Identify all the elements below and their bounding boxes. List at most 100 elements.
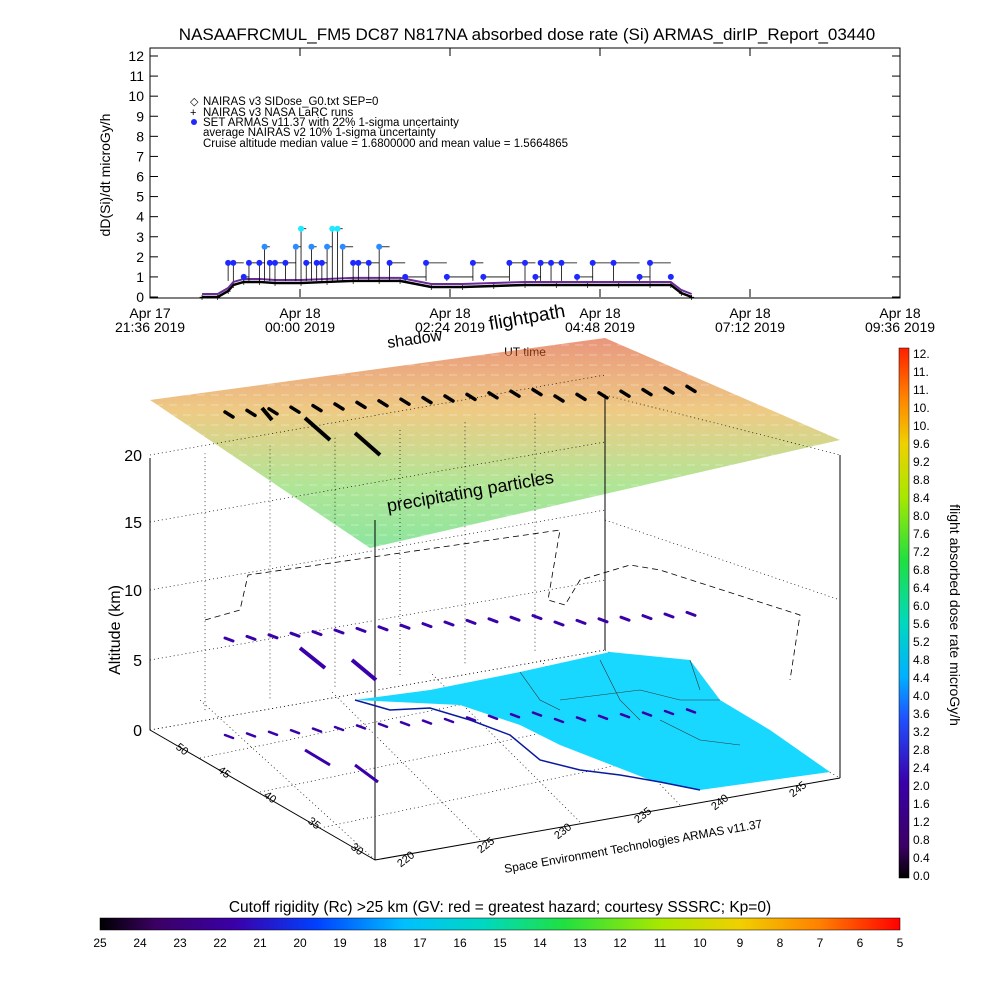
grid-line xyxy=(604,519,841,601)
cutoff-tick-label: 10 xyxy=(693,936,707,950)
cutoff-tick-label: 11 xyxy=(654,936,667,950)
nairas-point: + xyxy=(230,281,236,292)
armas-point xyxy=(313,259,320,266)
flightpath-dash xyxy=(575,716,587,722)
cutoff-tick-label: 14 xyxy=(533,936,547,950)
cutoff-tick-label: 23 xyxy=(173,936,187,950)
cutoff-tick-label: 22 xyxy=(213,936,227,950)
flightpath-dash xyxy=(685,610,697,617)
flightpath-dash xyxy=(289,405,301,414)
armas-point xyxy=(324,243,331,250)
nairas-point: + xyxy=(668,281,674,292)
flightpath-dash xyxy=(353,431,382,457)
flightpath-dash xyxy=(509,389,521,398)
flightpath-dash xyxy=(421,622,433,629)
ytick-label: 11 xyxy=(129,68,144,84)
flightpath-dash xyxy=(619,712,631,719)
grid-line xyxy=(149,579,606,661)
flightpath-dash xyxy=(311,727,323,733)
legend-entry-larc: NAIRAS v3 NASA LaRC runs xyxy=(203,107,353,119)
ytick-label: 0 xyxy=(136,289,144,305)
legend-entry-armas: SET ARMAS v11.37 with 22% 1-sigma uncert… xyxy=(203,117,459,129)
armas-point xyxy=(532,273,539,280)
flightpath-dash xyxy=(289,728,301,735)
latitude-ticks: 30 35 40 45 50 xyxy=(173,741,365,858)
legend-marker-plus: + xyxy=(190,107,196,119)
perspective-panel: 0 5 10 15 20 Altitude (km) 30 35 40 45 50 220 225… xyxy=(107,301,841,876)
grid-line xyxy=(319,734,761,829)
flightpath-dash xyxy=(465,618,477,625)
dose-tick-label: 9.6 xyxy=(913,437,930,451)
armas-point xyxy=(225,259,232,266)
legend-marker-diamond: ◇ xyxy=(190,96,199,108)
flightpath-dash xyxy=(443,717,455,724)
flightpath-dash xyxy=(641,387,653,397)
flightpath-dash xyxy=(223,410,235,419)
xtick-label-top: Apr 18 xyxy=(879,305,920,321)
dose-tick-label: 2.0 xyxy=(913,779,930,793)
dose-tick-label: 5.6 xyxy=(913,617,930,631)
dose-tick-label: 11. xyxy=(913,383,929,397)
flightpath-dash xyxy=(311,403,323,413)
latitude-tick-label: 30 xyxy=(348,841,365,858)
map-land xyxy=(355,652,830,790)
flightpath-dash xyxy=(399,720,411,727)
armas-point xyxy=(230,259,237,266)
armas-point xyxy=(240,273,247,280)
flightpath-dash xyxy=(597,617,609,624)
cutoff-colorbar-title: Cutoff rigidity (Rc) >25 km (GV: red = g… xyxy=(229,899,771,916)
flightpath-dash xyxy=(333,725,345,732)
dose-tick-label: 1.6 xyxy=(913,797,930,811)
longitude-tick-label: 225 xyxy=(475,835,497,856)
dose-tick-label: 3.6 xyxy=(913,707,930,721)
flightpath-dash xyxy=(443,620,455,627)
altitude-tick-label: 15 xyxy=(124,515,142,532)
flightpath-dash xyxy=(663,386,675,395)
armas-point xyxy=(402,273,409,280)
cutoff-tick-label: 7 xyxy=(817,936,824,950)
legend-entry-nairas-v3: NAIRAS v3 SIDose_G0.txt SEP=0 xyxy=(203,96,378,108)
flightpath-dash xyxy=(355,400,367,410)
nairas-point: + xyxy=(428,283,434,294)
cutoff-tick-label: 9 xyxy=(737,936,744,950)
armas-point xyxy=(506,259,513,266)
cutoff-tick-label: 12 xyxy=(613,936,627,950)
flightpath-dash xyxy=(377,399,389,408)
flightpath-dash xyxy=(355,626,367,633)
flightpath-dash xyxy=(487,714,499,721)
flightpath-dash xyxy=(303,416,332,442)
nairas-point: + xyxy=(241,278,247,289)
annotation-shadow: shadow xyxy=(386,327,443,352)
cutoff-tick-label: 8 xyxy=(777,936,784,950)
figure-title: NASAAFRCMUL_FM5 DC87 N817NA absorbed dos… xyxy=(179,25,875,44)
grid-line xyxy=(149,441,606,523)
armas-point xyxy=(469,259,476,266)
altitude-tick-label: 0 xyxy=(133,723,142,740)
armas-point xyxy=(647,259,653,266)
ytick-label: 5 xyxy=(136,189,144,205)
armas-point xyxy=(574,273,581,280)
dose-tick-label: 0.8 xyxy=(913,833,930,847)
timeseries-data: + +++ + + + + + + + ++ + + + + + + + ++ + xyxy=(199,225,695,304)
flightpath-dash xyxy=(641,614,653,621)
ytick-label: 1 xyxy=(136,269,144,285)
flightpath-dash xyxy=(509,615,521,622)
armas-point xyxy=(522,259,528,266)
nairas-point: + xyxy=(460,283,466,294)
dose-plane-texture xyxy=(150,338,840,548)
flightpath-dash xyxy=(355,724,367,730)
dose-colorbar-gradient xyxy=(898,347,910,879)
armas-point xyxy=(386,259,393,266)
flightpath-dash xyxy=(311,630,323,637)
altitude-tick-label: 10 xyxy=(124,583,142,600)
armas-point xyxy=(355,259,362,266)
xtick-label-top: Apr 18 xyxy=(579,305,620,321)
nairas-point: + xyxy=(553,281,559,292)
dose-tick-label: 6.4 xyxy=(913,581,930,595)
nairas-point: + xyxy=(324,278,330,289)
flightpath-dash xyxy=(575,618,587,625)
flightpath-floor xyxy=(223,708,697,784)
altitude-axis: 0 5 10 15 20 xyxy=(124,448,142,740)
timeseries-legend: ◇ NAIRAS v3 SIDose_G0.txt SEP=0 + NAIRAS… xyxy=(190,96,568,150)
dose-tick-label: 8.0 xyxy=(913,509,930,523)
